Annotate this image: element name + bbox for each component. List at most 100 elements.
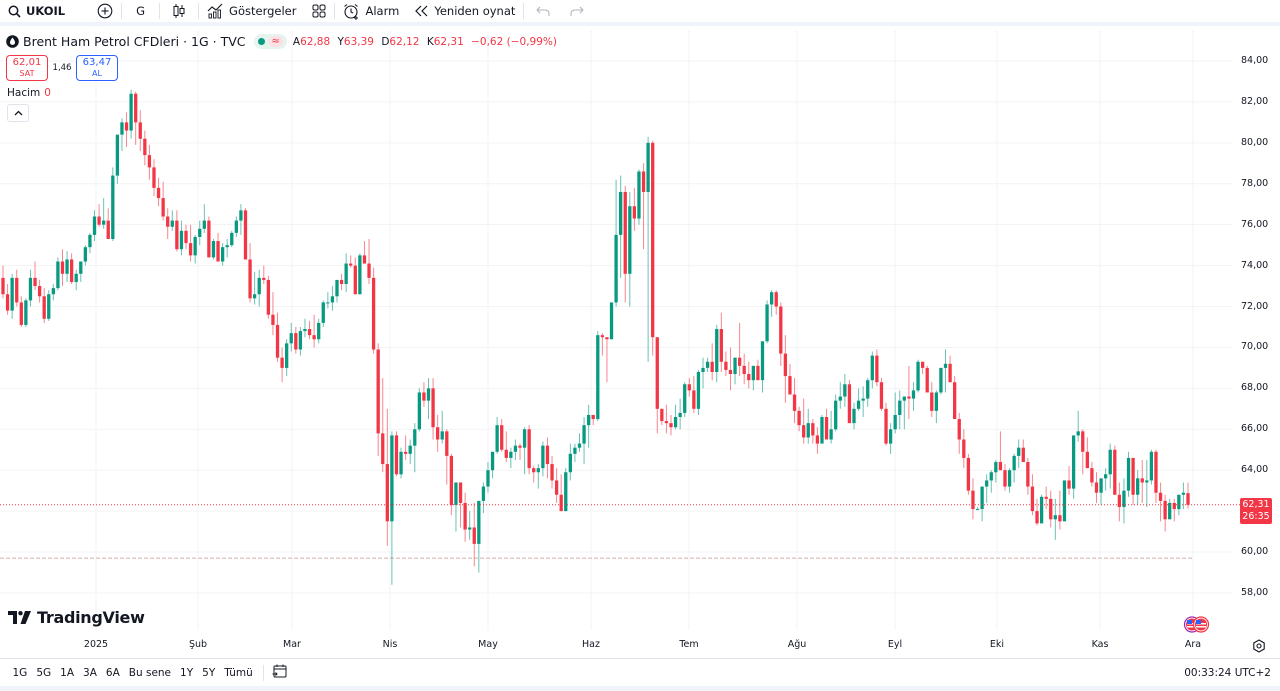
candle[interactable] <box>888 423 893 454</box>
candle[interactable] <box>42 288 46 323</box>
candle[interactable] <box>802 398 806 444</box>
candle[interactable] <box>326 292 330 309</box>
candle[interactable] <box>431 378 435 440</box>
candle[interactable] <box>1126 451 1131 497</box>
candle[interactable] <box>10 273 14 319</box>
candle[interactable] <box>362 241 367 264</box>
candle[interactable] <box>1117 482 1122 522</box>
candle[interactable] <box>660 408 664 426</box>
candle[interactable] <box>1026 457 1030 495</box>
candle[interactable] <box>1140 459 1144 503</box>
candle[interactable] <box>1 265 5 299</box>
candle[interactable] <box>33 261 37 291</box>
candle[interactable] <box>678 398 682 430</box>
candle[interactable] <box>385 408 389 546</box>
candle[interactable] <box>920 361 925 375</box>
candle[interactable] <box>834 394 838 432</box>
candle[interactable] <box>106 208 110 240</box>
collapse-legend-button[interactable] <box>7 104 29 122</box>
range-button[interactable]: 1G <box>12 666 28 679</box>
candle[interactable] <box>102 198 106 229</box>
candle[interactable] <box>939 367 943 395</box>
buy-button[interactable]: 63,47 AL <box>76 55 118 81</box>
candle[interactable] <box>417 388 421 432</box>
candle[interactable] <box>980 486 984 522</box>
candle[interactable] <box>683 382 687 418</box>
candle[interactable] <box>673 404 678 430</box>
go-to-date-button[interactable] <box>272 663 288 683</box>
candle[interactable] <box>953 376 957 420</box>
candle[interactable] <box>449 453 454 516</box>
candle[interactable] <box>943 349 948 393</box>
candle[interactable] <box>65 251 69 282</box>
candle[interactable] <box>1081 429 1085 475</box>
candle[interactable] <box>28 269 33 307</box>
candle[interactable] <box>788 363 792 395</box>
candle[interactable] <box>934 390 939 424</box>
candle[interactable] <box>1017 439 1021 469</box>
candle[interactable] <box>399 447 403 479</box>
candle[interactable] <box>747 361 751 389</box>
candle[interactable] <box>651 140 655 356</box>
candle[interactable] <box>358 253 362 295</box>
candle[interactable] <box>243 208 248 260</box>
candle[interactable] <box>486 462 490 493</box>
candle[interactable] <box>500 419 504 452</box>
candle[interactable] <box>637 169 641 225</box>
candle[interactable] <box>280 347 284 383</box>
candle[interactable] <box>458 482 463 528</box>
candle[interactable] <box>138 110 142 152</box>
candle[interactable] <box>147 144 152 180</box>
candle[interactable] <box>783 335 788 403</box>
candle[interactable] <box>1058 490 1062 530</box>
candle[interactable] <box>74 269 78 291</box>
candle[interactable] <box>468 511 472 540</box>
candle[interactable] <box>623 185 627 303</box>
candle[interactable] <box>550 455 554 489</box>
candle[interactable] <box>1003 464 1007 491</box>
candle[interactable] <box>211 239 216 260</box>
candle[interactable] <box>728 347 733 391</box>
candle[interactable] <box>426 378 431 420</box>
candle[interactable] <box>88 232 92 254</box>
candle[interactable] <box>733 357 737 385</box>
candle[interactable] <box>317 318 321 344</box>
candle[interactable] <box>879 378 884 411</box>
candle[interactable] <box>24 298 28 327</box>
candle[interactable] <box>19 296 23 327</box>
candle[interactable] <box>47 290 51 321</box>
candle[interactable] <box>56 257 60 291</box>
sell-button[interactable]: 62,01 SAT <box>6 55 48 81</box>
candle[interactable] <box>170 210 174 231</box>
economic-events-markers[interactable] <box>1182 616 1214 637</box>
tradingview-logo[interactable]: TradingView <box>8 608 145 627</box>
candle[interactable] <box>1145 459 1149 508</box>
candle[interactable] <box>307 320 312 340</box>
candle[interactable] <box>545 437 550 479</box>
candle[interactable] <box>339 273 344 291</box>
candle[interactable] <box>285 339 289 377</box>
candle[interactable] <box>321 300 325 327</box>
candle[interactable] <box>1158 482 1163 522</box>
candle[interactable] <box>1085 437 1089 469</box>
candle[interactable] <box>234 216 238 237</box>
candle[interactable] <box>152 159 156 197</box>
candle[interactable] <box>184 224 188 250</box>
candle[interactable] <box>1094 472 1099 503</box>
candle[interactable] <box>230 230 234 248</box>
candle[interactable] <box>298 326 303 356</box>
candle[interactable] <box>655 337 659 434</box>
candle[interactable] <box>902 396 906 430</box>
candle[interactable] <box>619 175 623 278</box>
candle[interactable] <box>632 187 637 231</box>
candle[interactable] <box>198 220 202 246</box>
candle[interactable] <box>111 167 115 242</box>
candle[interactable] <box>701 357 705 389</box>
candle[interactable] <box>536 464 540 489</box>
candle[interactable] <box>1044 486 1048 510</box>
candle[interactable] <box>303 318 307 338</box>
candle[interactable] <box>930 382 934 418</box>
candle[interactable] <box>564 468 568 512</box>
candle[interactable] <box>1168 498 1172 520</box>
candle[interactable] <box>527 425 531 475</box>
